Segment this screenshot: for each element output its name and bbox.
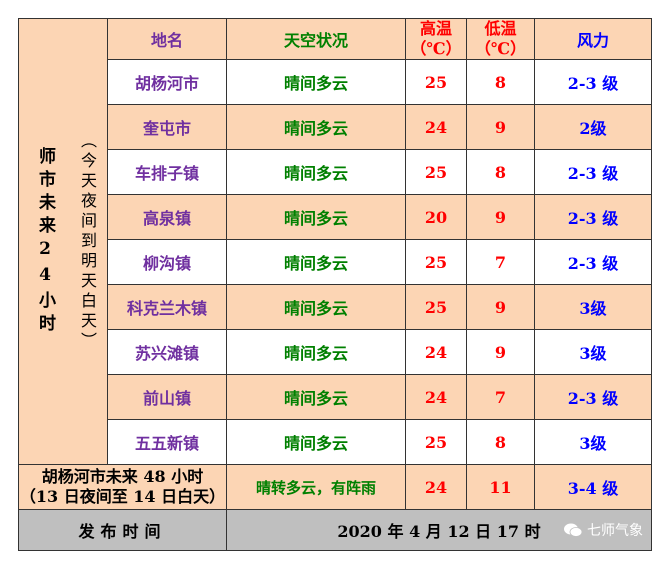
watermark: 七师气象 bbox=[563, 520, 643, 540]
header-name: 地名 bbox=[107, 18, 227, 60]
station-name: 柳沟镇 bbox=[107, 239, 227, 285]
station-sky: 晴间多云 bbox=[226, 419, 406, 465]
header-row: 师市未来24小时 （今天夜间到明天白天） 地名 天空状况 高温（℃） 低温（℃）… bbox=[18, 18, 652, 465]
forecast48-wind: 3-4 级 bbox=[534, 464, 652, 510]
side-sublabel: （今天夜间到明天白天） bbox=[78, 131, 97, 352]
station-sky: 晴间多云 bbox=[226, 149, 406, 195]
publish-label: 发布时间 bbox=[18, 509, 227, 551]
station-low: 7 bbox=[466, 239, 535, 285]
header-sky: 天空状况 bbox=[226, 18, 406, 60]
station-sky: 晴间多云 bbox=[226, 104, 406, 150]
header-high: 高温（℃） bbox=[405, 18, 467, 60]
station-wind: 2-3 级 bbox=[534, 149, 652, 195]
station-wind: 2-3 级 bbox=[534, 239, 652, 285]
table-row: 高泉镇 晴间多云 20 9 2-3 级 bbox=[19, 194, 652, 240]
station-name: 车排子镇 bbox=[107, 149, 227, 195]
forecast48-title-line1: 胡杨河市未来 48 小时 bbox=[41, 467, 204, 486]
station-sky: 晴间多云 bbox=[226, 194, 406, 240]
publish-time-cell: 2020 年 4 月 12 日 17 时 七师气象 bbox=[226, 509, 652, 551]
station-low: 9 bbox=[466, 329, 535, 375]
station-high: 25 bbox=[405, 284, 467, 330]
station-high: 24 bbox=[405, 329, 467, 375]
header-low: 低温（℃） bbox=[466, 18, 535, 60]
table-row: 苏兴滩镇 晴间多云 24 9 3级 bbox=[19, 329, 652, 375]
station-sky: 晴间多云 bbox=[226, 239, 406, 285]
table-row: 五五新镇 晴间多云 25 8 3级 bbox=[19, 419, 652, 465]
table-row: 科克兰木镇 晴间多云 25 9 3级 bbox=[19, 284, 652, 330]
station-wind: 3级 bbox=[534, 329, 652, 375]
forecast48-sky: 晴转多云，有阵雨 bbox=[226, 464, 406, 510]
table-row: 胡杨河市 晴间多云 25 8 2-3 级 bbox=[19, 59, 652, 105]
station-wind: 3级 bbox=[534, 284, 652, 330]
forecast48-title-line2: （13 日夜间至 14 日白天） bbox=[19, 487, 226, 506]
station-name: 高泉镇 bbox=[107, 194, 227, 240]
station-high: 25 bbox=[405, 239, 467, 285]
forecast48-low: 11 bbox=[466, 464, 535, 510]
watermark-text: 七师气象 bbox=[587, 523, 643, 539]
station-name: 胡杨河市 bbox=[107, 59, 227, 105]
station-high: 24 bbox=[405, 374, 467, 420]
side-label: 师市未来24小时 bbox=[35, 146, 55, 337]
station-low: 8 bbox=[466, 59, 535, 105]
table-row: 车排子镇 晴间多云 25 8 2-3 级 bbox=[19, 149, 652, 195]
station-sky: 晴间多云 bbox=[226, 329, 406, 375]
side-label-cell: 师市未来24小时 （今天夜间到明天白天） bbox=[18, 18, 108, 465]
station-low: 9 bbox=[466, 104, 535, 150]
station-low: 8 bbox=[466, 149, 535, 195]
station-sky: 晴间多云 bbox=[226, 374, 406, 420]
table-row: 奎屯市 晴间多云 24 9 2级 bbox=[19, 104, 652, 150]
station-high: 25 bbox=[405, 419, 467, 465]
station-low: 9 bbox=[466, 194, 535, 240]
publish-time: 2020 年 4 月 12 日 17 时 bbox=[337, 522, 541, 541]
station-sky: 晴间多云 bbox=[226, 284, 406, 330]
footer-row: 发布时间 2020 年 4 月 12 日 17 时 七师气象 bbox=[18, 509, 652, 551]
header-wind: 风力 bbox=[534, 18, 652, 60]
station-high: 25 bbox=[405, 149, 467, 195]
station-low: 9 bbox=[466, 284, 535, 330]
forecast-table-wrapper: 师市未来24小时 （今天夜间到明天白天） 地名 天空状况 高温（℃） 低温（℃）… bbox=[18, 18, 652, 551]
forecast48-title: 胡杨河市未来 48 小时 （13 日夜间至 14 日白天） bbox=[18, 464, 227, 510]
station-sky: 晴间多云 bbox=[226, 59, 406, 105]
forecast48-row: 胡杨河市未来 48 小时 （13 日夜间至 14 日白天） 晴转多云，有阵雨 2… bbox=[18, 464, 652, 510]
station-name: 科克兰木镇 bbox=[107, 284, 227, 330]
station-name: 苏兴滩镇 bbox=[107, 329, 227, 375]
station-wind: 2-3 级 bbox=[534, 194, 652, 240]
station-high: 25 bbox=[405, 59, 467, 105]
wechat-icon bbox=[564, 523, 583, 537]
station-low: 8 bbox=[466, 419, 535, 465]
station-wind: 2级 bbox=[534, 104, 652, 150]
table-row: 柳沟镇 晴间多云 25 7 2-3 级 bbox=[19, 239, 652, 285]
station-wind: 3级 bbox=[534, 419, 652, 465]
station-low: 7 bbox=[466, 374, 535, 420]
station-name: 前山镇 bbox=[107, 374, 227, 420]
station-wind: 2-3 级 bbox=[534, 374, 652, 420]
forecast-table: 师市未来24小时 （今天夜间到明天白天） 地名 天空状况 高温（℃） 低温（℃）… bbox=[18, 18, 652, 551]
table-row: 前山镇 晴间多云 24 7 2-3 级 bbox=[19, 374, 652, 420]
station-high: 20 bbox=[405, 194, 467, 240]
station-name: 五五新镇 bbox=[107, 419, 227, 465]
station-high: 24 bbox=[405, 104, 467, 150]
forecast48-high: 24 bbox=[405, 464, 467, 510]
station-name: 奎屯市 bbox=[107, 104, 227, 150]
station-wind: 2-3 级 bbox=[534, 59, 652, 105]
